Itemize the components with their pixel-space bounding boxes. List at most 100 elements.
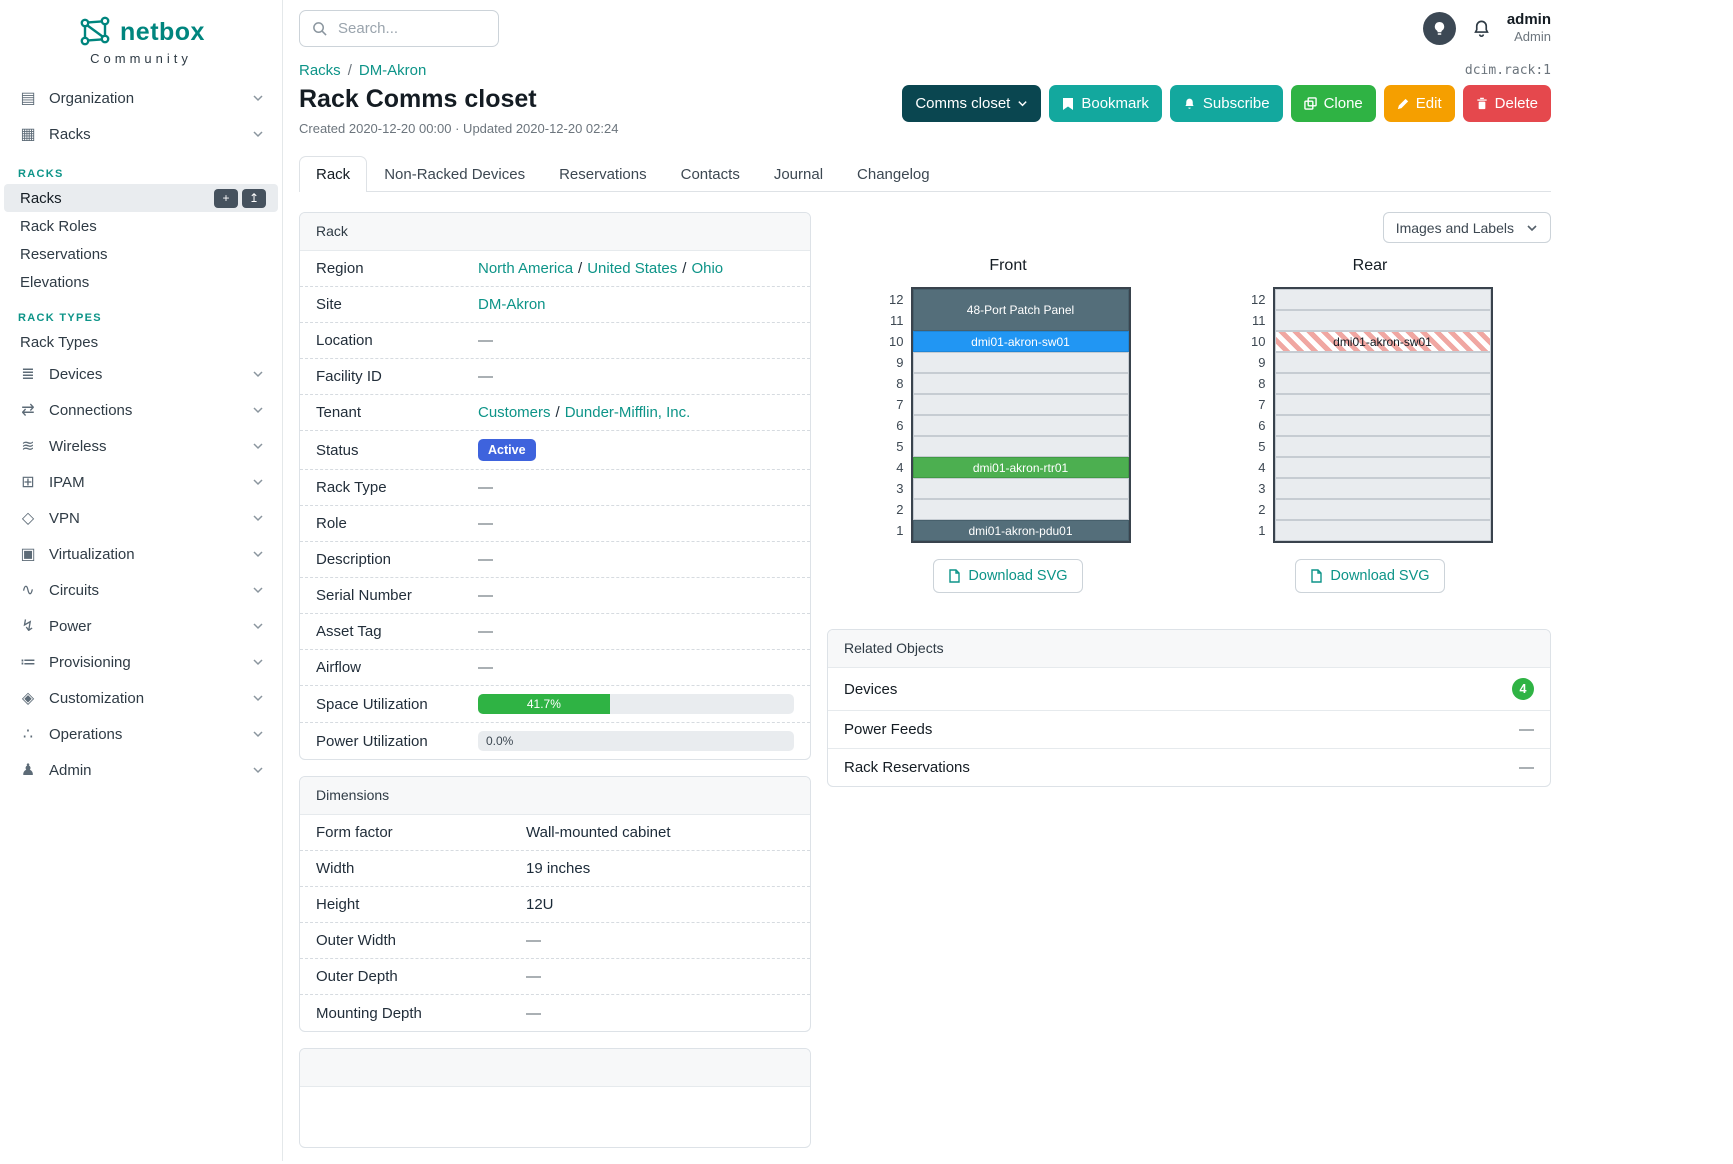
field-value: 12U <box>526 896 794 913</box>
user-menu[interactable]: admin Admin <box>1507 11 1551 46</box>
rack-unit-empty[interactable] <box>1274 499 1491 520</box>
page-title: Rack Comms closet <box>299 85 537 113</box>
rack-unit-empty[interactable] <box>1274 310 1491 331</box>
search-input[interactable] <box>336 18 486 38</box>
import-button[interactable]: ↥ <box>242 188 266 208</box>
dimensions-card: Dimensions Form factor Wall-mounted cabin… <box>299 776 811 1032</box>
rack-unit-dmi01-akron-sw01[interactable]: dmi01-akron-sw01 <box>1274 331 1491 352</box>
sidebar-item-reservations[interactable]: Reservations <box>4 240 278 268</box>
link-united-states[interactable]: United States <box>587 260 678 277</box>
brand-name[interactable]: netbox <box>120 17 205 46</box>
tab-rack[interactable]: Rack <box>299 156 368 192</box>
related-object-label: Power Feeds <box>844 721 933 738</box>
related-object-row[interactable]: Devices 4 <box>828 668 1550 711</box>
detail-row: Description — <box>300 542 810 578</box>
rack-unit-empty[interactable] <box>912 415 1129 436</box>
detail-row: Tenant Customers / Dunder-Mifflin, Inc. <box>300 395 810 431</box>
tab-contacts[interactable]: Contacts <box>680 166 740 183</box>
link-ohio[interactable]: Ohio <box>691 260 724 277</box>
sidebar-item-customization[interactable]: ◈ Customization <box>0 680 282 716</box>
plus-button[interactable]: + <box>214 188 238 208</box>
field-label: Asset Tag <box>316 623 382 640</box>
clone-button[interactable]: Clone <box>1290 85 1376 122</box>
search-box[interactable] <box>299 9 499 47</box>
sidebar-item-racks[interactable]: Racks + ↥ <box>4 184 278 212</box>
bookmark-button[interactable]: Bookmark <box>1049 85 1162 122</box>
rack-unit-empty[interactable] <box>1274 352 1491 373</box>
detail-row: Width 19 inches <box>300 851 810 887</box>
link-customers[interactable]: Customers <box>478 404 551 421</box>
rack-unit-empty[interactable] <box>1274 478 1491 499</box>
sidebar-item-circuits[interactable]: ∿ Circuits <box>0 572 282 608</box>
theme-toggle-button[interactable] <box>1422 11 1456 45</box>
field-value: Customers / Dunder-Mifflin, Inc. <box>478 404 794 421</box>
sidebar-item-rack-types[interactable]: Rack Types <box>4 328 278 356</box>
tab-non-racked-devices[interactable]: Non-Racked Devices <box>384 166 526 183</box>
link-dm-akron[interactable]: DM-Akron <box>478 296 546 313</box>
sidebar-item-organization[interactable]: ▤ Organization <box>0 80 282 116</box>
rack-unit-empty[interactable] <box>1274 415 1491 436</box>
field-label: Airflow <box>316 659 362 676</box>
context-dropdown-button[interactable]: Comms closet <box>902 85 1042 122</box>
chevron-down-icon <box>252 728 264 740</box>
rack-unit-empty[interactable] <box>1274 394 1491 415</box>
rack-unit-empty[interactable] <box>1274 457 1491 478</box>
chevron-down-icon <box>252 440 264 452</box>
sidebar-item-connections[interactable]: ⇄ Connections <box>0 392 282 428</box>
sidebar-item-elevations[interactable]: Elevations <box>4 268 278 296</box>
sidebar-item-vpn[interactable]: ◇ VPN <box>0 500 282 536</box>
rack-unit-empty[interactable] <box>912 499 1129 520</box>
sidebar-section-heading: RACK TYPES <box>18 312 102 324</box>
rack-unit-empty[interactable] <box>1274 436 1491 457</box>
subscribe-button[interactable]: Subscribe <box>1169 85 1283 122</box>
rack-unit-empty[interactable] <box>912 436 1129 457</box>
rack-unit-empty[interactable] <box>912 478 1129 499</box>
unit-number: 5 <box>1258 439 1266 454</box>
rack-unit-empty[interactable] <box>1274 289 1491 310</box>
rack-unit-dmi01-akron-sw01[interactable]: dmi01-akron-sw01 <box>912 331 1129 352</box>
related-objects-title: Related Objects <box>828 630 1550 668</box>
download-svg-rear-button[interactable]: Download SVG <box>1295 559 1445 593</box>
detail-row: Role — <box>300 506 810 542</box>
elevation-view-select[interactable]: Images and Labels <box>1382 212 1551 243</box>
sidebar-section-heading: RACKS <box>18 168 64 180</box>
field-label: Outer Depth <box>316 968 398 985</box>
delete-button[interactable]: Delete <box>1462 85 1551 122</box>
chevron-down-icon <box>252 548 264 560</box>
vpn-icon: ◇ <box>21 510 35 527</box>
detail-row: Rack Type — <box>300 470 810 506</box>
sidebar-item-provisioning[interactable]: ≔ Provisioning <box>0 644 282 680</box>
download-svg-front-button[interactable]: Download SVG <box>933 559 1083 593</box>
rack-unit-empty[interactable] <box>1274 520 1491 541</box>
sidebar-item-devices[interactable]: ≣ Devices <box>0 356 282 392</box>
field-value: — <box>478 332 794 349</box>
rack-unit-48-port-patch-panel[interactable]: 48-Port Patch Panel <box>912 289 1129 331</box>
unit-number: 12 <box>1251 292 1266 307</box>
tab-changelog[interactable]: Changelog <box>857 166 930 183</box>
sidebar-item-label: Wireless <box>49 437 107 455</box>
sidebar-item-admin[interactable]: ♟ Admin <box>0 752 282 788</box>
link-north-america[interactable]: North America <box>478 260 574 277</box>
breadcrumb-link-dm-akron[interactable]: DM-Akron <box>358 62 427 79</box>
admin-icon: ♟ <box>20 762 36 779</box>
rack-unit-dmi01-akron-pdu01[interactable]: dmi01-akron-pdu01 <box>912 520 1129 541</box>
sidebar-item-racks[interactable]: ▦ Racks <box>0 116 282 152</box>
sidebar-item-operations[interactable]: ∴ Operations <box>0 716 282 752</box>
sidebar-item-rack-roles[interactable]: Rack Roles <box>4 212 278 240</box>
breadcrumb-link-racks[interactable]: Racks <box>299 62 341 79</box>
sidebar-item-label: Elevations <box>20 273 90 291</box>
link-dunder-mifflin-inc[interactable]: Dunder-Mifflin, Inc. <box>564 404 691 421</box>
rack-unit-empty[interactable] <box>1274 373 1491 394</box>
edit-button[interactable]: Edit <box>1383 85 1455 122</box>
sidebar-item-ipam[interactable]: ⊞ IPAM <box>0 464 282 500</box>
sidebar-item-wireless[interactable]: ≋ Wireless <box>0 428 282 464</box>
rack-unit-empty[interactable] <box>912 352 1129 373</box>
notifications-bell-icon[interactable] <box>1472 19 1491 38</box>
rack-unit-empty[interactable] <box>912 373 1129 394</box>
rack-unit-empty[interactable] <box>912 394 1129 415</box>
tab-journal[interactable]: Journal <box>773 166 824 183</box>
sidebar-item-power[interactable]: ↯ Power <box>0 608 282 644</box>
sidebar-item-virtualization[interactable]: ▣ Virtualization <box>0 536 282 572</box>
rack-unit-dmi01-akron-rtr01[interactable]: dmi01-akron-rtr01 <box>912 457 1129 478</box>
tab-reservations[interactable]: Reservations <box>559 166 647 183</box>
